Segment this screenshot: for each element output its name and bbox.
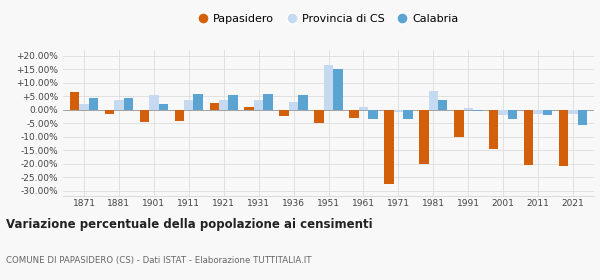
- Bar: [184, 100, 193, 110]
- Bar: [419, 110, 428, 164]
- Bar: [384, 110, 394, 184]
- Bar: [454, 110, 464, 137]
- Bar: [359, 107, 368, 110]
- Bar: [508, 110, 517, 119]
- Bar: [349, 110, 359, 118]
- Bar: [289, 102, 298, 110]
- Bar: [394, 110, 403, 112]
- Bar: [473, 110, 482, 111]
- Bar: [438, 100, 448, 110]
- Legend: Papasidero, Provincia di CS, Calabria: Papasidero, Provincia di CS, Calabria: [194, 9, 463, 28]
- Bar: [219, 100, 229, 110]
- Bar: [114, 100, 124, 110]
- Bar: [368, 110, 377, 119]
- Bar: [280, 110, 289, 116]
- Bar: [229, 95, 238, 110]
- Bar: [499, 110, 508, 115]
- Bar: [193, 94, 203, 110]
- Bar: [175, 110, 184, 120]
- Bar: [524, 110, 533, 165]
- Bar: [314, 110, 324, 123]
- Text: Variazione percentuale della popolazione ai censimenti: Variazione percentuale della popolazione…: [6, 218, 373, 231]
- Bar: [254, 100, 263, 110]
- Bar: [568, 110, 578, 114]
- Text: COMUNE DI PAPASIDERO (CS) - Dati ISTAT - Elaborazione TUTTITALIA.IT: COMUNE DI PAPASIDERO (CS) - Dati ISTAT -…: [6, 256, 311, 265]
- Bar: [324, 65, 333, 110]
- Bar: [559, 110, 568, 166]
- Bar: [543, 110, 552, 115]
- Bar: [105, 110, 114, 114]
- Bar: [403, 110, 413, 119]
- Bar: [428, 91, 438, 110]
- Bar: [298, 95, 308, 110]
- Bar: [244, 107, 254, 110]
- Bar: [158, 104, 168, 110]
- Bar: [124, 98, 133, 110]
- Bar: [149, 95, 158, 110]
- Bar: [140, 110, 149, 122]
- Bar: [578, 110, 587, 125]
- Bar: [489, 110, 499, 149]
- Bar: [263, 94, 273, 110]
- Bar: [209, 103, 219, 110]
- Bar: [464, 108, 473, 110]
- Bar: [333, 69, 343, 110]
- Bar: [533, 110, 543, 114]
- Bar: [89, 98, 98, 110]
- Bar: [79, 104, 89, 110]
- Bar: [70, 92, 79, 110]
